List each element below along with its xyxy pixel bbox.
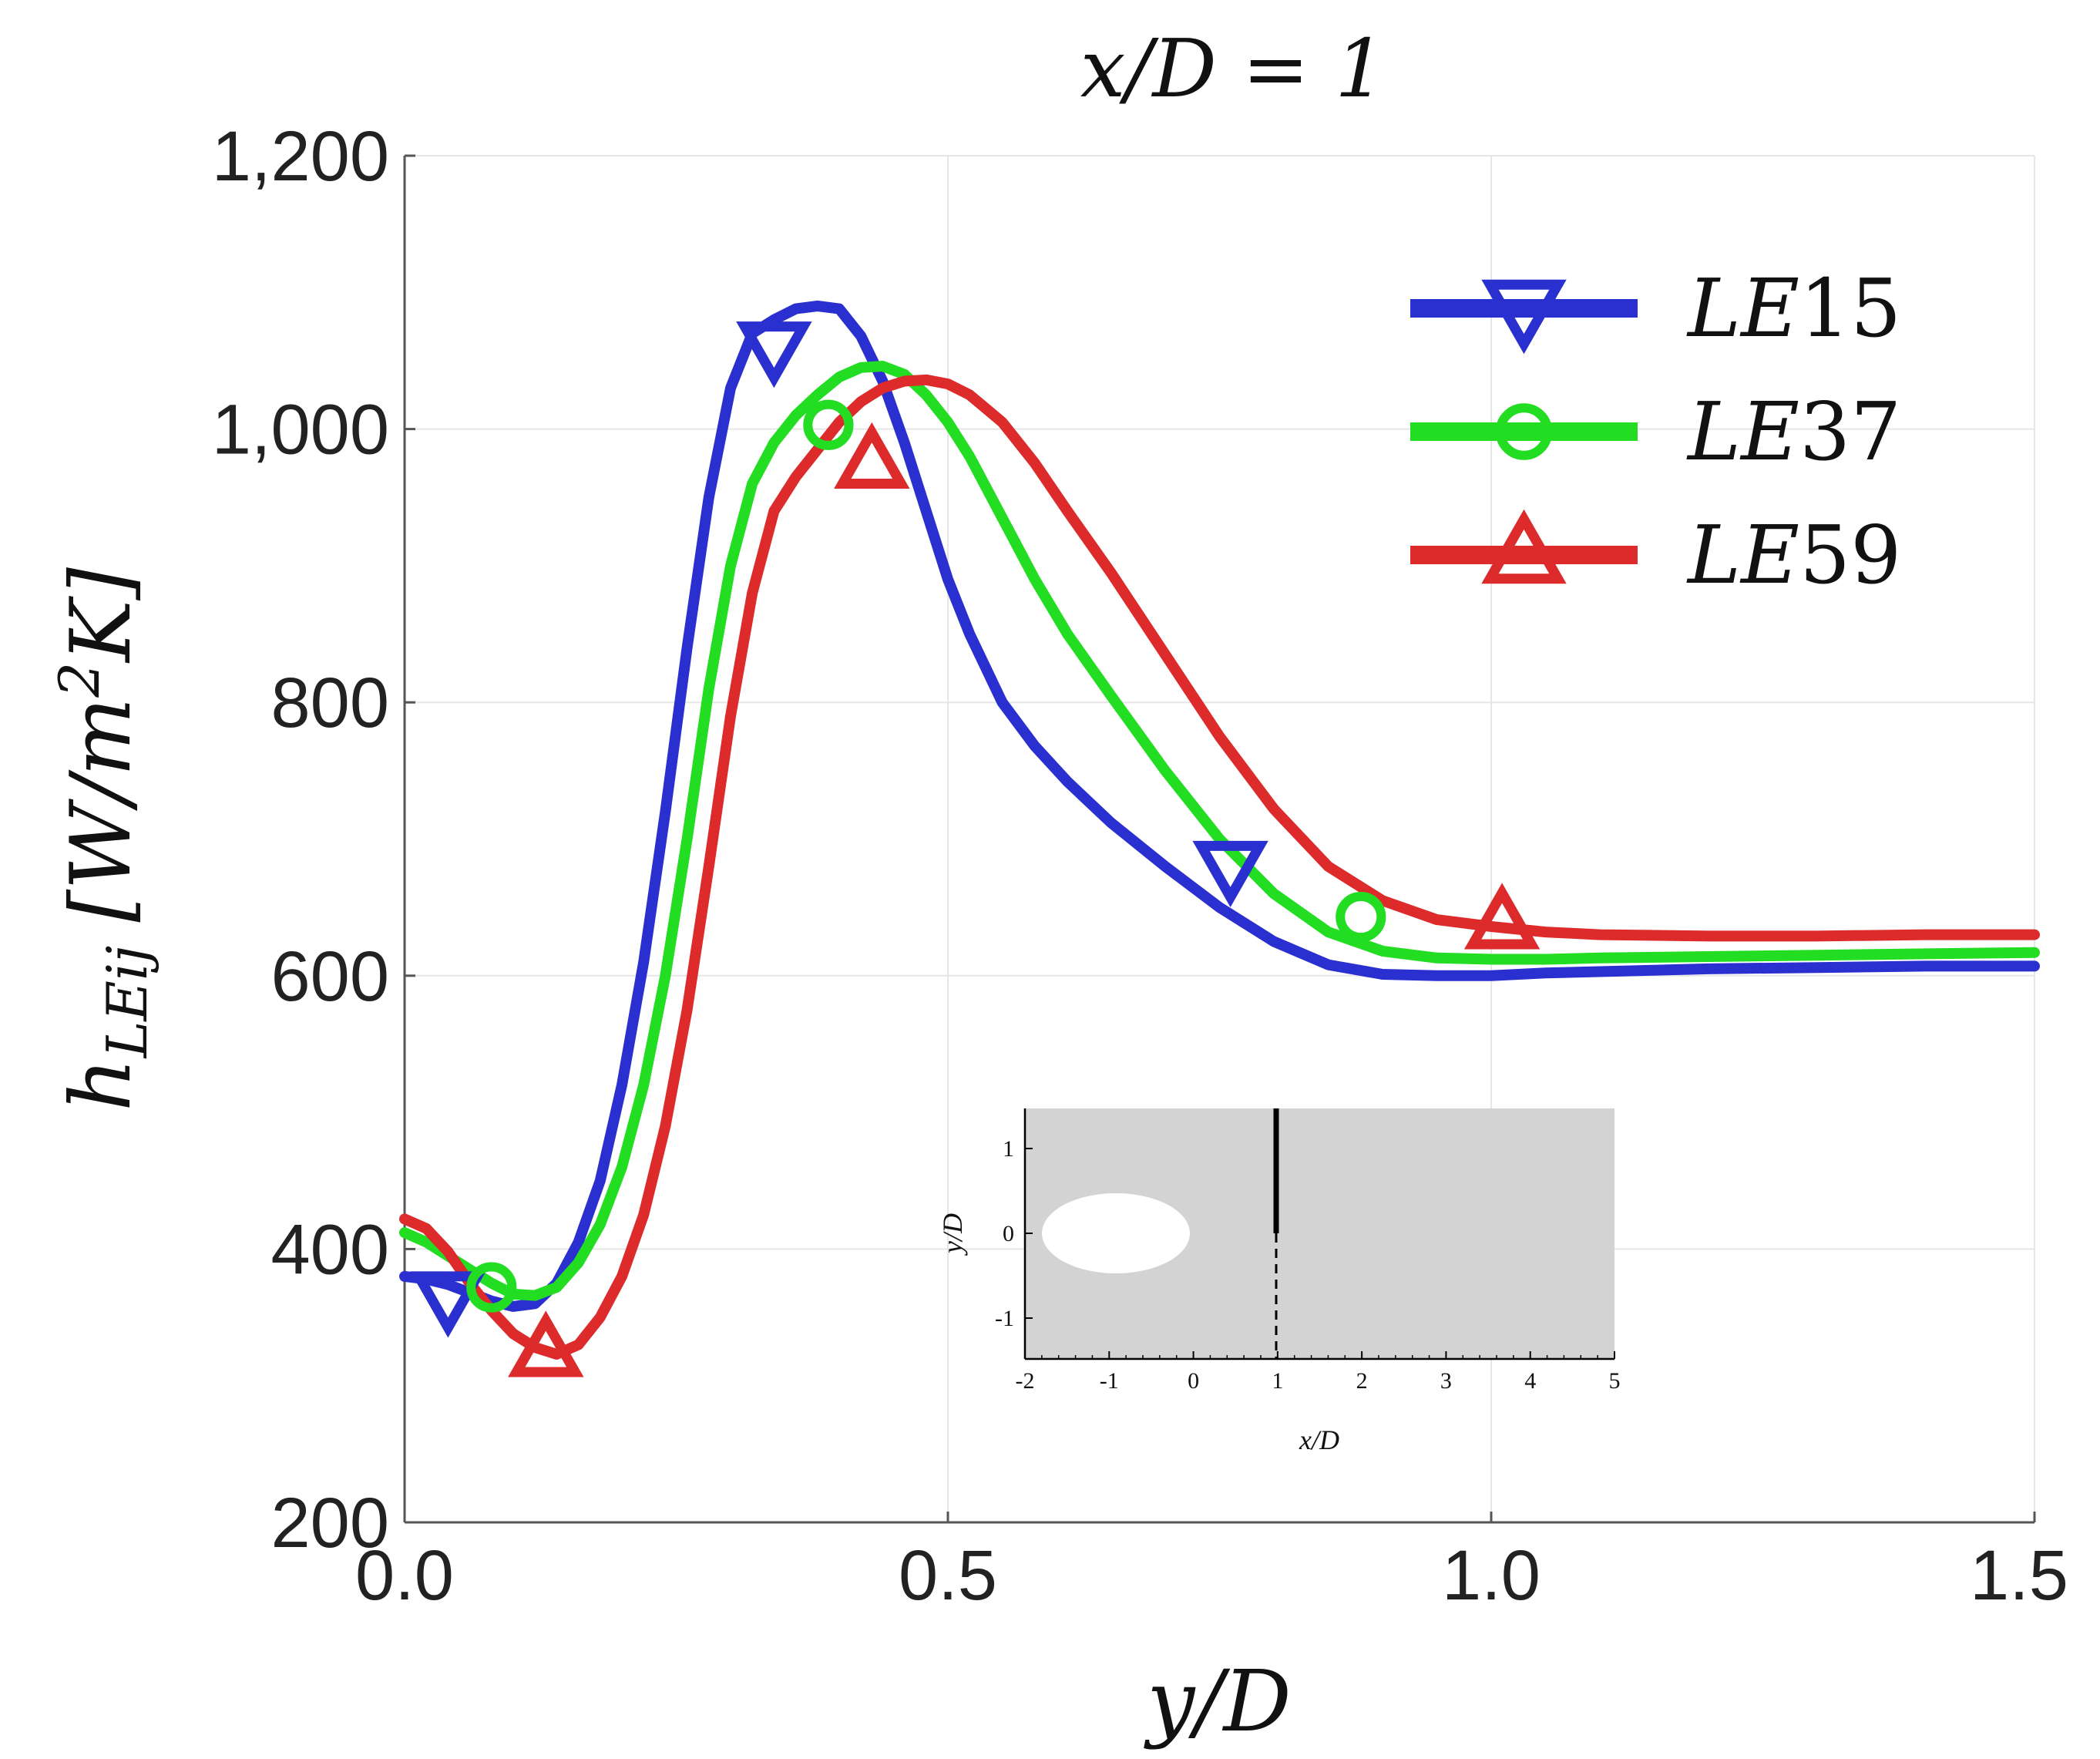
inset-x-tick-label: 0	[1188, 1368, 1199, 1394]
x-tick-label: 1.0	[1442, 1536, 1541, 1615]
legend-label: LE59	[1686, 508, 1901, 602]
y-tick-label: 800	[271, 664, 390, 742]
inset-x-tick-label: 1	[1272, 1368, 1283, 1394]
y-axis-label-units-end: K]	[53, 567, 150, 664]
x-tick-label: 1.5	[1970, 1536, 2068, 1615]
inset-x-axis-label: x/D	[1299, 1424, 1339, 1455]
y-tick-label: 1,200	[212, 117, 389, 196]
legend-label: LE15	[1686, 261, 1901, 355]
y-axis-label-units: [W/m	[53, 698, 150, 923]
inset-cylinder	[1042, 1193, 1190, 1273]
series-marker-le59	[1463, 883, 1541, 950]
inset-y-tick-label: 0	[1003, 1221, 1014, 1246]
y-axis-label-symbol: h	[53, 1058, 150, 1112]
y-axis-label-units-power: 2	[47, 662, 112, 698]
legend-marker	[1495, 403, 1553, 460]
x-tick-label: 0.5	[899, 1536, 997, 1615]
legend-entry-le37: LE37	[1410, 385, 1901, 479]
inset-x-tick-label: 3	[1440, 1368, 1452, 1394]
inset-y-tick-label: 1	[1003, 1136, 1014, 1162]
inset-y-ticks: 1 0 -1	[995, 1136, 1033, 1331]
legend-marker	[1481, 279, 1567, 355]
inset-y-tick-label: -1	[995, 1306, 1014, 1331]
x-axis-ticks: 0.0 0.5 1.0 1.5	[355, 1512, 2068, 1615]
legend-label: LE37	[1686, 385, 1901, 479]
inset-x-tick-label: 2	[1356, 1368, 1368, 1394]
series-marker-le37	[1336, 891, 1386, 943]
inset-domain-diagram: -2 -1 0 1 2 3 4 5 1 0 -1 x/D y/D	[937, 1108, 1621, 1455]
y-tick-label: 1,000	[212, 391, 389, 469]
y-axis-label: hLEij [W/m2K]	[47, 567, 160, 1112]
x-tick-label: 0.0	[355, 1536, 454, 1615]
series-marker-le59	[834, 422, 910, 489]
y-axis-label-subscript: LEij	[95, 946, 160, 1060]
inset-x-tick-label: -1	[1100, 1368, 1119, 1394]
legend: LE15 LE37 LE59	[1410, 261, 1901, 602]
series-marker-le37	[803, 399, 854, 450]
legend-entry-le15: LE15	[1410, 261, 1901, 355]
x-axis-label: y/D	[1143, 1652, 1291, 1751]
inset-y-axis-label: y/D	[937, 1213, 968, 1256]
series-marker-le59	[508, 1310, 584, 1377]
inset-x-tick-label: -2	[1016, 1368, 1035, 1394]
legend-entry-le59: LE59	[1410, 508, 1901, 602]
inset-x-ticks: -2 -1 0 1 2 3 4 5	[1016, 1351, 1621, 1394]
legend-marker	[1481, 509, 1567, 584]
series-line-le37	[399, 361, 2040, 1301]
y-tick-label: 600	[271, 937, 390, 1016]
series-marker-le15	[1192, 840, 1268, 907]
series-marker-le15	[410, 1271, 486, 1338]
inset-x-tick-label: 5	[1609, 1368, 1621, 1394]
chart-title: x/D = 1	[1080, 22, 1386, 116]
y-tick-label: 400	[271, 1210, 390, 1289]
y-tick-label: 200	[271, 1484, 390, 1562]
inset-x-tick-label: 4	[1524, 1368, 1536, 1394]
y-axis-ticks: 200 400 600 800 1,000 1,200	[212, 117, 415, 1562]
series-marker-le15	[736, 321, 812, 388]
series-markers	[410, 321, 1541, 1377]
series-marker-le37	[466, 1262, 517, 1313]
